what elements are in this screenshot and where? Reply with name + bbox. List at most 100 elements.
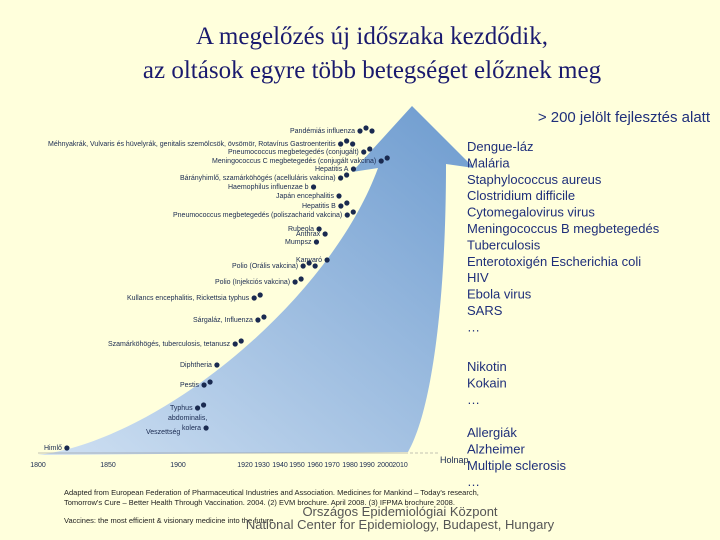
vaccine-label: Pneumococcus megbetegedés (conjugált) <box>228 149 359 156</box>
year-label: 1940 <box>272 462 288 469</box>
vaccine-dot <box>344 212 350 218</box>
year-label: 1920 <box>237 462 253 469</box>
year-label: 1800 <box>30 462 46 469</box>
vaccine-dot <box>350 209 356 215</box>
vaccine-dot <box>313 239 320 245</box>
year-label: 1980 <box>342 462 358 469</box>
vaccine-label: Japán encephalitis <box>276 193 334 200</box>
vaccine-label: Typhus <box>170 405 193 412</box>
vaccine-dot <box>64 445 70 451</box>
vaccine-dot <box>384 155 390 161</box>
vaccine-dot <box>194 405 201 411</box>
list-item: HIV <box>467 270 489 285</box>
institute: Országos Epidemiológiai Központ <box>302 504 497 519</box>
vaccine-dot <box>251 295 257 301</box>
vaccine-label: Diphtheria <box>180 362 212 369</box>
vaccine-dot <box>232 341 238 347</box>
title: az oltások egyre több betegséget előznek… <box>143 57 602 84</box>
vaccine-label: abdominalis, <box>168 415 207 422</box>
vaccine-label: Méhnyakrák, Vulvaris és hüvelyrák, genit… <box>48 141 336 148</box>
list-item: Tuberculosis <box>467 237 541 252</box>
list-item: Staphylococcus aureus <box>467 172 602 187</box>
vaccine-dot <box>322 231 328 237</box>
vaccine-label: Polio (Injekciós vakcina) <box>215 279 290 286</box>
vaccine-label: Himlő <box>44 445 62 452</box>
year-label: 2000 <box>377 462 393 469</box>
vaccine-dot <box>369 128 375 134</box>
vaccine-dot <box>201 382 207 388</box>
vaccine-label: Polio (Orális vakcina) <box>232 263 298 270</box>
list-item: Ebola virus <box>467 287 532 302</box>
motto: Vaccines: the most efficient & visionary… <box>64 516 273 525</box>
vaccine-dot <box>203 425 209 431</box>
vaccine-label: Pandémiás influenza <box>290 128 355 135</box>
vaccine-dot <box>357 128 363 134</box>
list-item: Meningococcus B megbetegedés <box>467 221 660 236</box>
vaccine-dot <box>363 125 369 131</box>
vaccine-dot <box>207 379 213 385</box>
year-label: 1930 <box>254 462 270 469</box>
vaccine-dot <box>255 317 261 323</box>
vaccine-label: Hepatitis A <box>315 166 349 173</box>
vaccine-dot <box>378 158 384 164</box>
year-label: 1950 <box>289 462 305 469</box>
vaccine-dot <box>214 362 220 368</box>
list-item: … <box>467 474 480 489</box>
vaccine-label: Bárányhimlő, szamárköhögés (acelluláris … <box>180 175 336 182</box>
vaccine-dot <box>298 276 304 282</box>
vaccine-label: Pestis <box>180 382 200 389</box>
list-item: Kokain <box>467 375 507 390</box>
vaccine-dot <box>200 402 207 408</box>
vaccine-dot <box>238 338 244 344</box>
vaccine-label: Sárgaláz, Influenza <box>193 317 253 324</box>
vaccine-dot <box>310 184 317 190</box>
list-item: Cytomegalovirus virus <box>467 205 595 220</box>
year-label: 2010 <box>392 462 408 469</box>
vaccine-dot <box>324 257 330 263</box>
vaccine-label: Rubeola <box>288 226 314 233</box>
list-item: Allergiák <box>467 425 517 440</box>
year-label: 1990 <box>359 462 375 469</box>
institute-en: National Center for Epidemiology, Budape… <box>246 517 555 532</box>
vaccine-dot <box>316 226 322 232</box>
vaccine-dot <box>350 141 356 147</box>
list-item: Clostridium difficile <box>467 188 575 203</box>
vaccine-dot <box>344 138 350 144</box>
vaccine-dot <box>338 203 344 209</box>
year-label: 1900 <box>170 462 186 469</box>
vaccine-dot <box>344 200 350 206</box>
list-item: Multiple sclerosis <box>467 458 566 473</box>
list-item: Malária <box>467 155 510 170</box>
vaccine-dot <box>350 166 357 172</box>
candidates-heading: > 200 jelölt fejlesztés alatt <box>538 109 711 126</box>
vaccine-dot <box>344 172 350 178</box>
list-item: Enterotoxigén Escherichia coli <box>467 254 641 269</box>
vaccine-dot <box>261 314 267 320</box>
list-item: Nikotin <box>467 359 507 374</box>
vaccine-label: Kullancs encephalitis, Rickettsia typhus <box>127 295 250 302</box>
list-item: … <box>467 319 480 334</box>
list-item: Alzheimer <box>467 441 525 456</box>
future-label: Holnap <box>440 455 469 465</box>
vaccine-label: Hepatitis B <box>302 203 336 210</box>
vaccine-dot <box>292 279 298 285</box>
vaccine-label: Veszettség <box>146 429 180 436</box>
vaccine-dot <box>361 149 367 155</box>
progress-arrow <box>38 106 474 455</box>
vaccine-dot <box>257 292 263 298</box>
list-item: … <box>467 392 480 407</box>
list-item: SARS <box>467 303 503 318</box>
year-label: 1960 <box>307 462 323 469</box>
vaccine-dot <box>312 263 318 269</box>
vaccine-dot <box>338 175 344 181</box>
list-item: Dengue-láz <box>467 139 534 154</box>
title: A megelőzés új időszaka kezdődik, <box>196 23 548 50</box>
vaccine-dot <box>336 193 342 199</box>
vaccine-label: Pneumococcus megbetegedés (poliszacharid… <box>173 212 342 219</box>
source: Adapted from European Federation of Phar… <box>64 488 481 507</box>
vaccine-dot <box>300 263 306 269</box>
vaccine-label: Meningococcus C megbetegedés (conjugált … <box>212 158 376 165</box>
vaccine-label: Mumpsz <box>285 239 312 246</box>
vaccine-label: Haemophilus influenzae b <box>228 184 309 191</box>
